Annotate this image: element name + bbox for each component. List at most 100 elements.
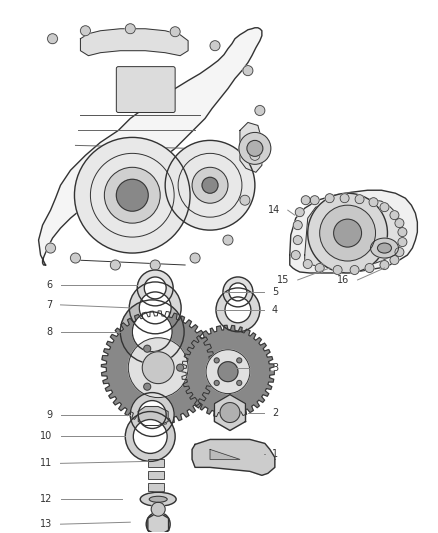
Circle shape xyxy=(240,195,250,205)
Circle shape xyxy=(380,203,389,212)
Text: 2: 2 xyxy=(272,408,278,417)
Circle shape xyxy=(151,502,165,516)
FancyBboxPatch shape xyxy=(117,67,175,112)
Circle shape xyxy=(48,34,57,44)
Ellipse shape xyxy=(371,238,399,258)
Bar xyxy=(148,471,164,479)
Circle shape xyxy=(129,282,181,334)
Circle shape xyxy=(398,228,407,237)
Circle shape xyxy=(125,24,135,34)
Circle shape xyxy=(315,263,324,272)
Circle shape xyxy=(369,198,378,207)
Circle shape xyxy=(120,300,184,364)
Circle shape xyxy=(243,66,253,76)
Polygon shape xyxy=(215,394,246,431)
Circle shape xyxy=(220,402,240,423)
Polygon shape xyxy=(138,407,168,425)
Circle shape xyxy=(320,205,375,261)
Text: 13: 13 xyxy=(40,519,53,529)
Circle shape xyxy=(110,260,120,270)
Text: 12: 12 xyxy=(40,494,53,504)
Circle shape xyxy=(125,411,175,462)
Circle shape xyxy=(192,167,228,203)
Circle shape xyxy=(237,381,242,385)
Circle shape xyxy=(202,177,218,193)
Circle shape xyxy=(144,345,151,352)
Circle shape xyxy=(350,265,359,274)
Circle shape xyxy=(117,179,148,211)
Polygon shape xyxy=(182,325,274,418)
Circle shape xyxy=(138,401,166,429)
Bar xyxy=(148,459,164,467)
Circle shape xyxy=(293,221,302,230)
Circle shape xyxy=(223,235,233,245)
Circle shape xyxy=(139,292,171,324)
Circle shape xyxy=(106,316,210,419)
Polygon shape xyxy=(240,123,262,172)
Circle shape xyxy=(146,512,170,533)
Text: 16: 16 xyxy=(337,275,350,285)
Circle shape xyxy=(150,260,160,270)
Circle shape xyxy=(216,288,260,332)
Bar xyxy=(148,483,164,491)
Circle shape xyxy=(395,247,404,256)
Circle shape xyxy=(133,419,167,454)
Circle shape xyxy=(333,265,342,274)
Text: 11: 11 xyxy=(40,458,53,469)
Circle shape xyxy=(74,138,190,253)
Polygon shape xyxy=(305,199,401,267)
Polygon shape xyxy=(101,311,215,424)
Text: 6: 6 xyxy=(46,280,53,290)
Circle shape xyxy=(190,253,200,263)
Circle shape xyxy=(398,238,407,247)
Polygon shape xyxy=(148,512,169,533)
Circle shape xyxy=(142,352,174,384)
Circle shape xyxy=(218,362,238,382)
Text: 1: 1 xyxy=(272,449,278,459)
Circle shape xyxy=(165,140,255,230)
Circle shape xyxy=(81,26,90,36)
Circle shape xyxy=(340,193,349,203)
Circle shape xyxy=(229,283,247,301)
Circle shape xyxy=(325,193,334,203)
Circle shape xyxy=(130,393,174,437)
Circle shape xyxy=(355,195,364,204)
Polygon shape xyxy=(81,29,188,55)
Bar xyxy=(153,509,163,525)
Circle shape xyxy=(104,167,160,223)
Text: 8: 8 xyxy=(46,327,53,337)
Circle shape xyxy=(144,383,151,390)
Text: 7: 7 xyxy=(46,300,53,310)
Polygon shape xyxy=(210,449,240,459)
Text: 3: 3 xyxy=(272,362,278,373)
Circle shape xyxy=(380,261,389,270)
Circle shape xyxy=(308,193,388,273)
Circle shape xyxy=(291,251,300,260)
Circle shape xyxy=(214,358,219,363)
Circle shape xyxy=(206,350,250,393)
Circle shape xyxy=(132,312,172,352)
Circle shape xyxy=(186,330,270,414)
Circle shape xyxy=(310,196,319,205)
Circle shape xyxy=(71,253,81,263)
Ellipse shape xyxy=(140,492,176,506)
Polygon shape xyxy=(290,190,417,273)
Circle shape xyxy=(46,243,56,253)
Circle shape xyxy=(390,211,399,220)
Circle shape xyxy=(128,338,188,398)
Ellipse shape xyxy=(378,243,392,253)
Circle shape xyxy=(225,297,251,323)
Circle shape xyxy=(237,358,242,363)
Circle shape xyxy=(303,260,312,269)
Circle shape xyxy=(250,150,260,160)
Circle shape xyxy=(239,132,271,164)
Circle shape xyxy=(295,208,304,216)
Circle shape xyxy=(247,140,263,156)
Text: 15: 15 xyxy=(277,275,290,285)
Circle shape xyxy=(214,381,219,385)
Circle shape xyxy=(293,236,302,245)
Text: 9: 9 xyxy=(46,409,53,419)
Text: 10: 10 xyxy=(40,431,53,441)
Circle shape xyxy=(170,27,180,37)
Circle shape xyxy=(137,270,173,306)
